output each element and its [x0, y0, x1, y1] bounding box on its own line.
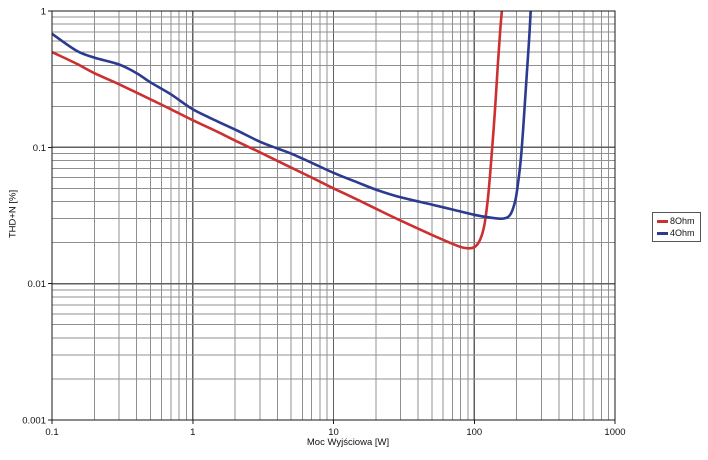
y-tick-label: 0.001: [22, 416, 46, 427]
legend-item-8ohm: 8Ohm: [657, 215, 695, 227]
y-axis-title: THD+N [%]: [7, 189, 19, 239]
x-tick-label: 10: [328, 427, 339, 438]
x-tick-label: 1: [190, 427, 195, 438]
legend-label-8ohm: 8Ohm: [670, 216, 695, 226]
y-tick-label: 1: [41, 7, 46, 18]
curve-8ohm: [52, 11, 504, 250]
y-tick-label: 0.01: [28, 279, 47, 290]
curve-4ohm: [52, 11, 532, 221]
y-tick-label: 0.1: [33, 143, 46, 154]
x-axis-title: Moc Wyjściowa [W]: [306, 437, 390, 448]
x-tick-label: 1000: [604, 427, 625, 438]
legend-item-4ohm: 4Ohm: [657, 227, 695, 239]
legend-label-4ohm: 4Ohm: [670, 228, 695, 238]
series-swatch-4ohm: [657, 231, 668, 235]
x-tick-label: 0.1: [45, 427, 58, 438]
legend: 8Ohm 4Ohm: [652, 212, 701, 242]
x-tick-label: 100: [466, 427, 482, 438]
series-swatch-8ohm: [657, 219, 668, 223]
